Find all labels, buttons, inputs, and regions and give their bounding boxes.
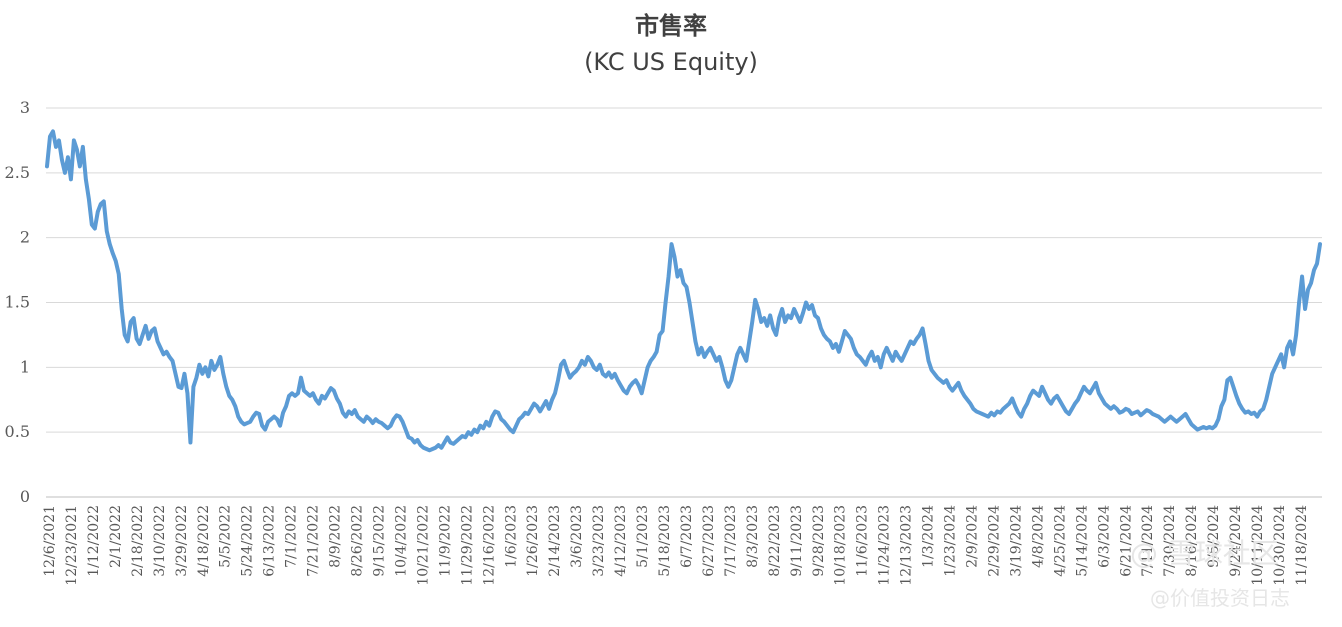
x-tick-label: 7/1/2022	[284, 505, 300, 568]
x-tick-label: 8/16/2024	[1184, 505, 1200, 577]
x-tick-label: 6/27/2023	[701, 505, 717, 577]
x-tick-label: 4/8/2024	[1030, 505, 1046, 568]
x-tick-label: 9/28/2023	[811, 505, 827, 577]
x-tick-label: 5/24/2022	[240, 505, 256, 577]
x-tick-label: 10/21/2022	[415, 505, 431, 586]
x-tick-label: 3/29/2022	[174, 505, 190, 577]
x-tick-label: 12/13/2023	[899, 505, 915, 586]
y-tick-label: 1.5	[5, 293, 30, 312]
x-tick-label: 11/18/2024	[1294, 505, 1310, 586]
x-tick-label: 6/21/2024	[1118, 505, 1134, 577]
x-tick-label: 2/9/2024	[965, 505, 981, 568]
y-tick-label: 0	[20, 487, 30, 506]
x-tick-label: 8/9/2022	[328, 505, 344, 568]
x-tick-label: 8/3/2023	[745, 505, 761, 568]
x-tick-label: 10/11/2024	[1250, 505, 1266, 586]
x-tick-label: 12/23/2021	[64, 505, 80, 586]
x-tick-label: 11/24/2023	[877, 505, 893, 586]
x-tick-label: 5/18/2023	[657, 505, 673, 577]
x-tick-label: 2/1/2022	[108, 505, 124, 568]
x-tick-label: 11/29/2022	[459, 505, 475, 586]
y-tick-label: 3	[20, 98, 30, 117]
x-tick-label: 7/30/2024	[1162, 505, 1178, 577]
x-tick-label: 10/4/2022	[393, 505, 409, 577]
x-tick-label: 12/16/2022	[481, 505, 497, 586]
x-tick-label: 7/21/2022	[306, 505, 322, 577]
gridlines	[46, 107, 1322, 498]
x-tick-label: 1/26/2023	[525, 505, 541, 577]
x-tick-label: 1/23/2024	[943, 505, 959, 577]
chart-title: 市售率	[635, 12, 707, 40]
y-tick-label: 2.5	[5, 163, 30, 182]
x-tick-label: 10/30/2024	[1272, 505, 1288, 586]
x-tick-label: 3/23/2023	[591, 505, 607, 577]
x-tick-label: 3/19/2024	[1008, 505, 1024, 577]
x-tick-label: 1/12/2022	[86, 505, 102, 577]
x-tick-label: 6/3/2024	[1096, 505, 1112, 568]
y-tick-label: 0.5	[5, 422, 30, 441]
x-tick-label: 3/6/2023	[569, 505, 585, 568]
x-tick-label: 9/24/2024	[1228, 505, 1244, 577]
x-tick-label: 8/22/2023	[767, 505, 783, 577]
y-tick-label: 2	[20, 228, 30, 247]
x-tick-label: 11/6/2023	[855, 505, 871, 577]
x-tick-label: 10/18/2023	[833, 505, 849, 586]
x-tick-label: 9/5/2024	[1206, 505, 1222, 568]
x-tick-label: 8/26/2022	[350, 505, 366, 577]
x-tick-label: 4/25/2024	[1052, 505, 1068, 577]
x-tick-label: 5/1/2023	[635, 505, 651, 568]
series-line	[45, 129, 1322, 453]
x-tick-label: 1/6/2023	[503, 505, 519, 568]
x-tick-label: 11/9/2022	[437, 505, 453, 577]
y-axis-ticks: 0 0.5 1 1.5 2 2.5 3	[5, 98, 30, 506]
x-tick-label: 2/14/2023	[547, 505, 563, 577]
x-tick-label: 2/18/2022	[130, 505, 146, 577]
x-tick-label: 7/11/2024	[1140, 505, 1156, 577]
x-tick-label: 9/11/2023	[789, 505, 805, 577]
x-tick-label: 4/18/2022	[196, 505, 212, 577]
y-tick-label: 1	[20, 357, 30, 376]
watermark-line-1: @ 雪球社区	[1130, 537, 1279, 570]
x-tick-label: 3/10/2022	[152, 505, 168, 577]
x-tick-label: 1/3/2024	[921, 505, 937, 568]
x-tick-label: 6/7/2023	[679, 505, 695, 568]
x-tick-label: 4/12/2023	[613, 505, 629, 577]
x-tick-label: 7/17/2023	[723, 505, 739, 577]
watermark-line-2: @价值投资日志	[1150, 586, 1290, 610]
x-tick-label: 6/13/2022	[262, 505, 278, 577]
x-tick-label: 12/6/2021	[42, 505, 58, 577]
x-axis-ticks: 12/6/2021 12/23/2021 1/12/2022 2/1/2022 2/18…	[42, 505, 1310, 586]
x-tick-label: 5/5/2022	[218, 505, 234, 568]
x-tick-label: 5/14/2024	[1074, 505, 1090, 577]
x-tick-label: 2/29/2024	[986, 505, 1002, 577]
chart-subtitle: (KC US Equity)	[584, 48, 758, 76]
x-tick-label: 9/15/2022	[371, 505, 387, 577]
